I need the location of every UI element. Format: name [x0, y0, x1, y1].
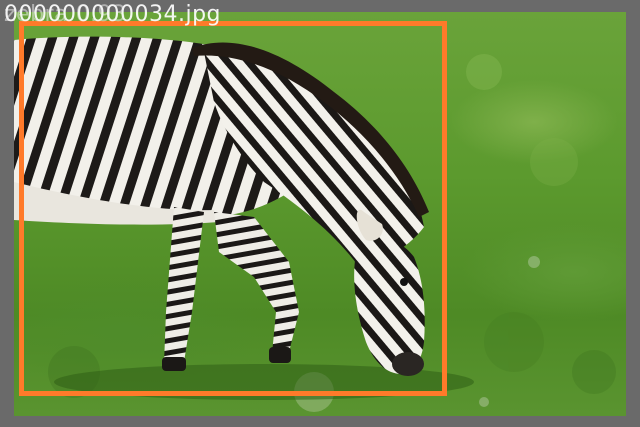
- detection-label: zebra 0.93 000000000034.jpg: [4, 0, 221, 32]
- filename-label: 000000000034.jpg: [4, 2, 221, 27]
- detection-bounding-box: [19, 21, 447, 396]
- class-label: zebra 0.93: [4, 2, 127, 27]
